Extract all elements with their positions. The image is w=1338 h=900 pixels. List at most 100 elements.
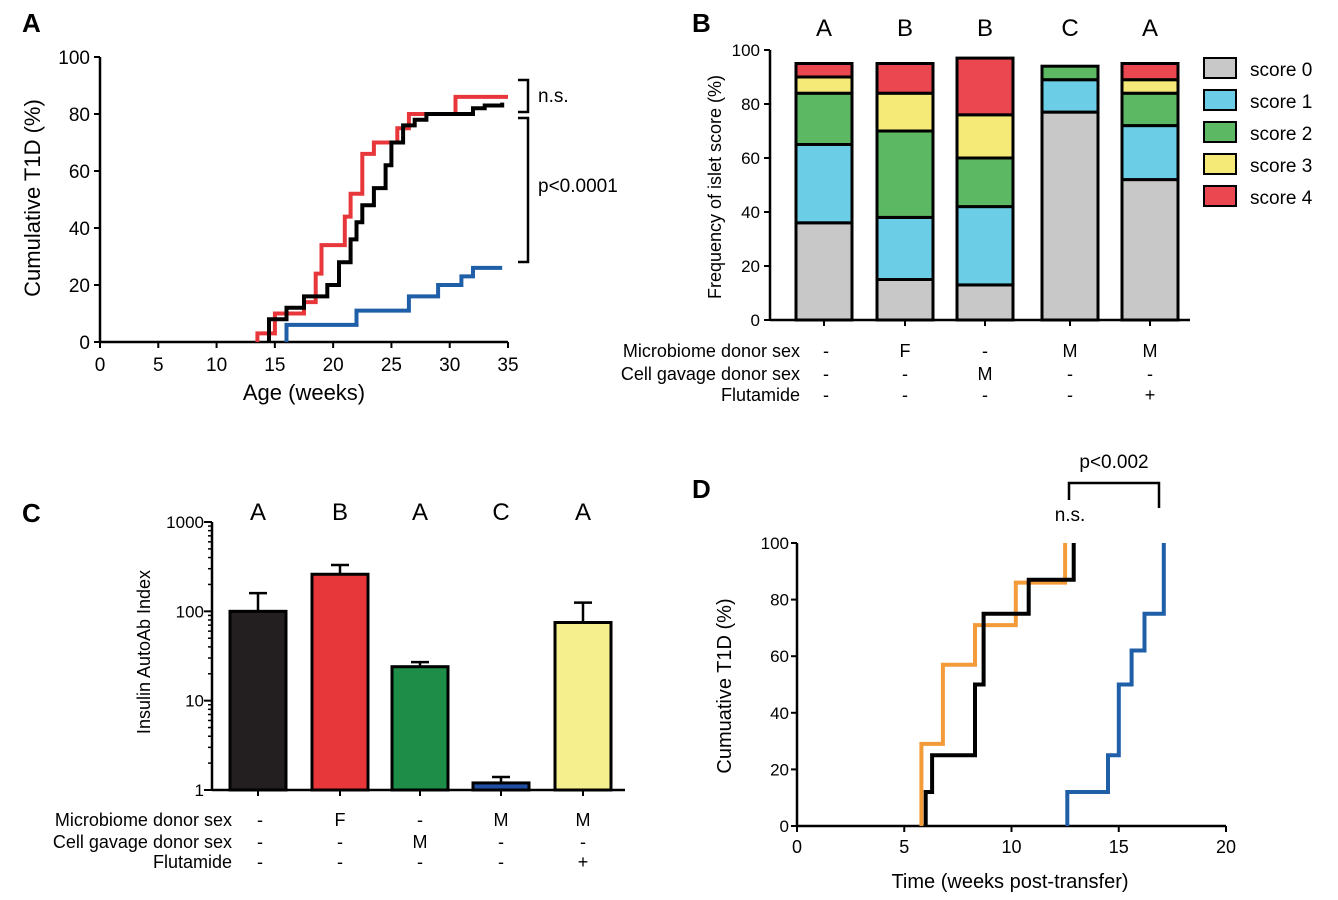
panel-d-ytick-label: 20 [770,760,789,779]
panel-b-group-letter: C [1061,15,1078,42]
panel-c-row-value: M [413,832,428,852]
panel-a-series-black [267,102,505,342]
panel-c-row-value: - [257,852,263,872]
panel-b-row-value: - [982,341,988,361]
legend-swatch-score0 [1203,57,1237,79]
legend-label-score4: score 4 [1250,188,1313,209]
panel-b-row-value: - [1067,385,1073,405]
panel-d-xtick-label: 5 [899,837,909,857]
panel-c-row-value: M [494,810,509,830]
panel-c-bar [553,620,613,792]
panel-b-bar-segment [1120,124,1180,182]
panel-a-chart: Cumulative T1D (%) Age (weeks) n.s. p<0.… [20,48,618,405]
panel-c-bar [471,781,531,792]
panel-b-bar-segment [1120,78,1180,95]
panel-b-bar-segment [955,205,1015,287]
panel-letter-d: D [692,474,711,504]
panel-a-ytick-label: 60 [69,162,90,183]
panel-b-bar-segment [955,56,1015,117]
panel-a-ytick-label: 20 [69,276,90,297]
panel-c-group-letter: A [250,499,266,526]
panel-b-row-value: - [1147,364,1153,384]
panel-c-group-letter: A [412,499,428,526]
panel-c-row-value: - [257,810,263,830]
panel-letter-b: B [692,8,711,38]
panel-letter-c: C [22,498,41,528]
legend-swatch-score4 [1203,185,1237,207]
panel-a-xtick-label: 35 [497,355,518,376]
panel-b-bar-segment [955,113,1015,160]
panel-d-xtick-label: 20 [1216,837,1236,857]
panel-a-xtick-label: 0 [95,355,106,376]
legend-label-score3: score 3 [1250,156,1312,177]
panel-b-row-value: - [982,385,988,405]
panel-c-row-value: - [337,852,343,872]
panel-b-group-letter: A [816,15,832,42]
panel-b-row-label: Flutamide [721,385,800,405]
panel-d-xtick-label: 10 [1001,837,1021,857]
panel-a-xtick-label: 25 [381,355,402,376]
panel-b-group-letter: A [1142,15,1158,42]
panel-d-ytick-label: 100 [761,534,789,553]
panel-b-row-value: M [1143,341,1158,361]
panel-b-ytick-label: 80 [741,95,760,114]
panel-b-row-value: F [900,341,911,361]
panel-b-bar-segment [1040,64,1100,82]
panel-b-bar-segment [955,156,1015,209]
panel-c-row-value: - [580,832,586,852]
legend-label-score1: score 1 [1250,92,1312,113]
panel-b-group-letter: B [977,15,993,42]
panel-a-ytick-label: 0 [79,333,90,354]
panel-d-ylabel: Cumuative T1D (%) [714,598,736,773]
legend-swatch-score3 [1203,153,1237,175]
panel-c-ytick-label: 1 [195,781,204,800]
panel-d-xtick-label: 15 [1109,837,1129,857]
panel-a-bracket-p [518,116,530,264]
panel-b-group-letter: B [897,15,913,42]
panel-c-chart: Insulin AutoAb Index 1 10 100 1000 A B A C A Micr… [53,499,625,872]
panel-letter-a: A [22,8,41,38]
panel-c-row-label: Cell gavage donor sex [53,832,232,852]
panel-b-row-value: - [823,385,829,405]
legend-swatch-score2 [1203,121,1237,143]
panel-c-group-letter: B [332,499,348,526]
panel-b-bar-segment [875,91,935,133]
panel-b-bar-segment [875,215,935,281]
panel-c-row-value: M [576,810,591,830]
panel-d-ytick-label: 40 [770,704,789,723]
legend-label-score2: score 2 [1250,124,1312,145]
panel-d-xtick-label: 0 [792,837,802,857]
panel-c-ytick-label: 1000 [166,513,204,532]
panel-b-ytick-label: 0 [751,311,760,330]
panel-d-ytick-label: 0 [780,817,789,836]
panel-c-group-letter: A [575,499,591,526]
panel-d-bracket-p [1067,481,1161,508]
panel-a-ytick-label: 40 [69,219,90,240]
panel-b-row-label: Cell gavage donor sex [621,364,800,384]
panel-a-xtick-label: 15 [264,355,285,376]
panel-b-row-value: M [1063,341,1078,361]
panel-b-bar-segment [1120,62,1180,82]
panel-c-row-value: - [257,832,263,852]
panel-c-row-value: - [417,852,423,872]
panel-a-annotation-ns: n.s. [538,86,569,107]
panel-b-bar-segment [794,75,854,95]
panel-d-chart: Cumuative T1D (%) Time (weeks post-trans… [714,452,1236,893]
panel-c-row-value: - [417,810,423,830]
panel-b-bar-segment [1120,178,1180,322]
panel-c-row-label: Microbiome donor sex [55,810,232,830]
panel-b-row-value: - [1067,364,1073,384]
panel-a-ytick-label: 100 [58,48,90,69]
panel-c-ylabel: Insulin AutoAb Index [134,570,154,734]
panel-a-bracket-ns [518,78,530,114]
panel-c-bar [310,572,370,792]
panel-c-bar [228,609,288,792]
legend-label-score0: score 0 [1250,60,1312,81]
panel-a-xtick-label: 10 [206,355,227,376]
panel-a-series-blue [284,265,503,342]
panel-d-series-orange [919,543,1068,826]
panel-b-ytick-label: 40 [741,203,760,222]
panel-b-row-value: - [823,364,829,384]
panel-a-xtick-label: 20 [323,355,344,376]
panel-b-ytick-label: 60 [741,149,760,168]
